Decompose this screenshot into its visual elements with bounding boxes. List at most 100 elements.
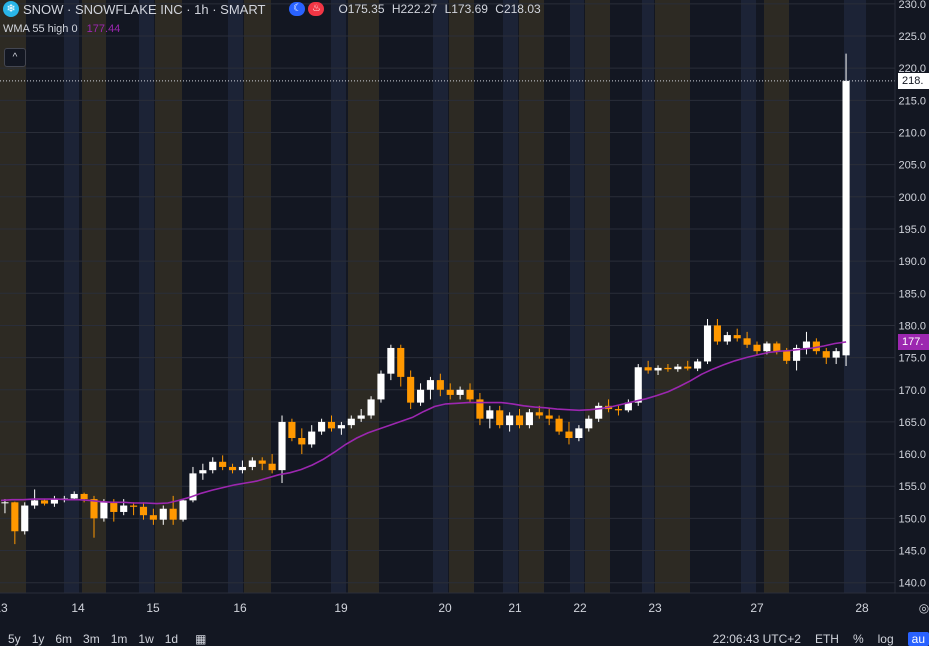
time-label-21: 21 [508, 601, 522, 615]
high-value: H222.27 [391, 2, 438, 16]
timeframe-6m[interactable]: 6m [55, 632, 73, 646]
candle-40 [397, 344, 405, 387]
log-toggle[interactable]: log [877, 632, 894, 646]
price-tick-11: 175.0 [898, 353, 926, 365]
snowflake-logo-icon: ❄ [3, 1, 19, 17]
premarket-band-7 [585, 0, 610, 593]
timeframe-1d[interactable]: 1d [164, 632, 179, 646]
low-value: L173.69 [444, 2, 488, 16]
timeframe-1w[interactable]: 1w [138, 632, 154, 646]
premarket-band-8 [655, 0, 690, 593]
candle-59 [585, 415, 593, 432]
price-tick-9: 185.0 [898, 288, 926, 300]
wma-price-tag: 177. [898, 333, 929, 350]
candle-55 [545, 409, 553, 426]
candle-44 [436, 373, 444, 397]
candle-60 [595, 402, 603, 422]
premarket-band-4 [348, 0, 379, 593]
price-tick-8: 190.0 [898, 256, 926, 268]
candle-66 [654, 365, 662, 375]
candle-56 [555, 415, 563, 435]
symbol-legend[interactable]: ❄ SNOW · SNOWFLAKE INC · 1h · SMART ☾ ♨ … [0, 0, 545, 18]
afterhours-band-3 [331, 0, 346, 593]
indicator-legend[interactable]: WMA 55 high 0 177.44 [3, 23, 120, 35]
time-label-16: 16 [233, 601, 247, 615]
candle-48 [476, 392, 484, 426]
candle-49 [486, 405, 494, 429]
session-toggle[interactable]: ETH [814, 632, 839, 646]
timeframe-5y[interactable]: 5y [8, 632, 21, 646]
candle-58 [575, 425, 583, 442]
price-tick-12: 170.0 [898, 385, 926, 397]
moon-icon[interactable]: ☾ [289, 2, 306, 16]
indicator-name[interactable]: WMA 55 high 0 [3, 23, 78, 35]
price-axis-bg [895, 0, 929, 593]
price-tick-4: 210.0 [898, 127, 926, 139]
fire-icon[interactable]: ♨ [308, 2, 325, 16]
price-tick-6: 200.0 [898, 192, 926, 204]
clock-text[interactable]: 22:06:43 UTC+2 [712, 632, 801, 646]
candle-23 [228, 463, 237, 474]
candle-30 [298, 428, 306, 455]
afterhours-band-8 [741, 0, 756, 593]
symbol-title[interactable]: SNOW · SNOWFLAKE INC · 1h · SMART [23, 1, 266, 17]
time-axis-bg [0, 593, 929, 629]
candle-10 [100, 499, 108, 522]
timeframe-3m[interactable]: 3m [83, 632, 100, 646]
candle-35 [347, 415, 355, 429]
wma-line [0, 341, 847, 505]
candle-17 [169, 495, 177, 525]
timeframe-1m[interactable]: 1m [110, 632, 128, 646]
time-axis-settings-icon: ◎ [919, 601, 929, 615]
price-tick-0: 230.0 [898, 0, 926, 11]
candle-47 [466, 383, 474, 403]
auto-scale-toggle[interactable]: au [907, 632, 929, 646]
candle-80 [793, 344, 801, 371]
candle-32 [318, 418, 326, 435]
price-tick-2: 220.0 [898, 63, 926, 75]
timeframe-bar: 5y 1y 6m 3m 1m 1w 1d ▦ [0, 632, 209, 646]
candle-15 [149, 508, 157, 525]
candle-41 [407, 370, 415, 410]
afterhours-band-6 [570, 0, 584, 593]
candle-26 [258, 457, 266, 471]
candle-29 [288, 418, 296, 442]
candle-38 [377, 370, 385, 403]
candle-82 [812, 338, 820, 355]
candle-65 [644, 360, 652, 374]
price-tick-16: 150.0 [898, 513, 926, 525]
afterhours-band-0 [64, 0, 79, 593]
candle-50 [496, 405, 504, 429]
candle-42 [416, 383, 425, 406]
ohlc-values: O175.35 H222.27 L173.69 C218.03 [338, 2, 544, 16]
close-value: C218.03 [495, 2, 541, 16]
candle-69 [684, 360, 692, 371]
flag-pill[interactable]: ☾ ♨ [289, 2, 325, 16]
percent-toggle[interactable]: % [852, 632, 864, 646]
candle-18 [179, 499, 187, 522]
candle-68 [674, 364, 682, 372]
calendar-icon[interactable]: ▦ [195, 632, 207, 646]
candle-51 [506, 412, 514, 432]
candle-14 [139, 502, 148, 520]
time-label-13: 13 [0, 601, 8, 615]
collapse-legend-button[interactable]: ^ [4, 48, 26, 67]
afterhours-band-2 [228, 0, 243, 593]
premarket-band-3 [244, 0, 271, 593]
afterhours-band-4 [433, 0, 448, 593]
open-value: O175.35 [338, 2, 385, 16]
time-label-28: 28 [855, 601, 869, 615]
price-tick-5: 205.0 [898, 160, 926, 172]
premarket-band-0 [0, 0, 26, 593]
time-label-27: 27 [750, 601, 764, 615]
candle-9 [90, 495, 98, 538]
timeframe-1y[interactable]: 1y [31, 632, 45, 646]
candle-81 [802, 331, 811, 355]
candle-28 [278, 415, 286, 484]
price-tick-15: 155.0 [898, 481, 926, 493]
candle-76 [753, 341, 761, 355]
candle-36 [357, 409, 365, 422]
price-axis: 230.0 225.0 220.0 215.0 210.0 205.0 200.0 195.0… [894, 0, 929, 609]
